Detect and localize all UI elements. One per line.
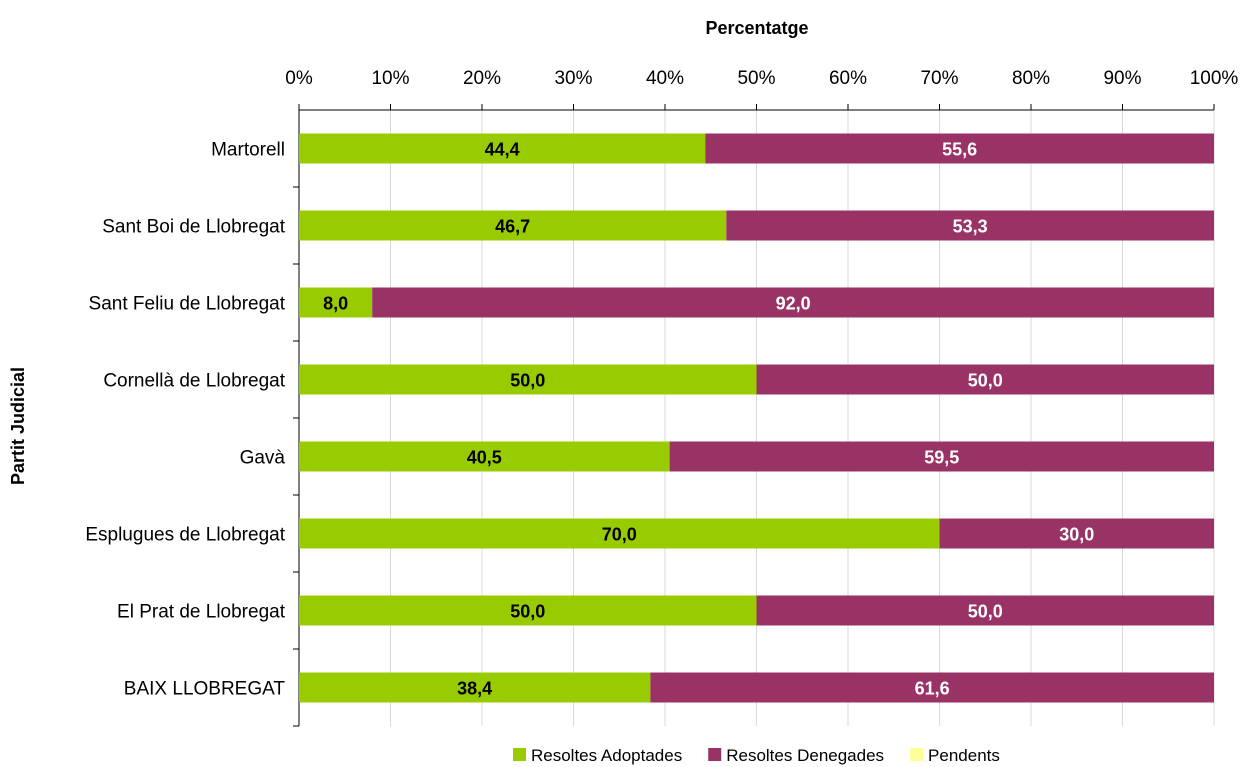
legend-label: Resoltes Denegades [726, 746, 884, 765]
bar-segment [299, 672, 651, 703]
bar-segment [939, 518, 1214, 549]
bar-segment [756, 595, 1214, 626]
data-label: 70,0 [602, 525, 637, 545]
bar-segment [372, 287, 1214, 318]
data-label: 50,0 [510, 371, 545, 391]
data-label: 8,0 [323, 294, 348, 314]
data-label: 40,5 [467, 448, 502, 468]
data-label: 46,7 [495, 217, 530, 237]
category-label: Cornellà de Llobregat [103, 371, 285, 392]
x-tick-label: 90% [1103, 68, 1141, 89]
legend-swatch [708, 748, 722, 761]
bar-segment [650, 672, 1214, 703]
category-label: El Prat de Llobregat [117, 602, 286, 623]
x-tick-label: 80% [1012, 68, 1050, 89]
bar-segment [299, 518, 940, 549]
bar-segment [299, 441, 670, 472]
data-label: 50,0 [968, 602, 1003, 622]
data-label: 50,0 [968, 371, 1003, 391]
data-labels: 44,4 55,6 46,7 53,3 8,0 92,0 50,0 50,0 40,5 59,5 7… [323, 140, 1094, 699]
bar-segment [299, 210, 727, 241]
legend-label: Resoltes Adoptades [531, 746, 682, 765]
data-label: 55,6 [942, 140, 977, 160]
category-label: Gavà [240, 448, 286, 469]
data-label: 50,0 [510, 602, 545, 622]
data-label: 38,4 [457, 679, 492, 699]
bar-segment [299, 287, 373, 318]
x-tick-label: 60% [829, 68, 867, 89]
y-axis: Martorell Sant Boi de Llobregat Sant Feliu… [85, 140, 299, 727]
bar-segment [299, 595, 757, 626]
data-label: 61,6 [915, 679, 950, 699]
data-label: 30,0 [1059, 525, 1094, 545]
category-label: Martorell [211, 140, 285, 161]
bar-segment [726, 210, 1214, 241]
category-label: Esplugues de Llobregat [85, 525, 285, 546]
gridlines [390, 110, 1215, 726]
x-tick-label: 20% [463, 68, 501, 89]
x-tick-label: 0% [285, 68, 313, 89]
bar-segment [669, 441, 1214, 472]
category-label: BAIX LLOBREGAT [124, 679, 286, 700]
bar-segment [756, 364, 1214, 395]
data-label: 92,0 [776, 294, 811, 314]
data-label: 53,3 [953, 217, 988, 237]
bars [299, 133, 1214, 703]
x-tick-label: 10% [371, 68, 409, 89]
x-tick-label: 70% [920, 68, 958, 89]
x-tick-label: 100% [1190, 68, 1239, 89]
bar-segment [705, 133, 1214, 164]
category-label: Sant Boi de Llobregat [102, 217, 285, 238]
data-label: 59,5 [924, 448, 959, 468]
legend-swatch [513, 748, 526, 761]
x-axis: 0% 10% 20% 30% 40% 50% 60% 70% 80% 90% 100% [285, 68, 1238, 726]
x-axis-title: Percentatge [705, 18, 808, 38]
y-axis-title: Partit Judicial [8, 367, 28, 485]
x-tick-label: 50% [737, 68, 775, 89]
bar-segment [299, 364, 757, 395]
x-tick-label: 30% [554, 68, 592, 89]
legend-swatch [910, 748, 924, 761]
legend-label: Pendents [928, 746, 1000, 765]
data-label: 44,4 [485, 140, 520, 160]
category-label: Sant Feliu de Llobregat [89, 294, 286, 315]
legend: Resoltes Adoptades Resoltes Denegades Pend… [513, 746, 1000, 765]
bar-segment [299, 133, 706, 164]
x-tick-label: 40% [646, 68, 684, 89]
